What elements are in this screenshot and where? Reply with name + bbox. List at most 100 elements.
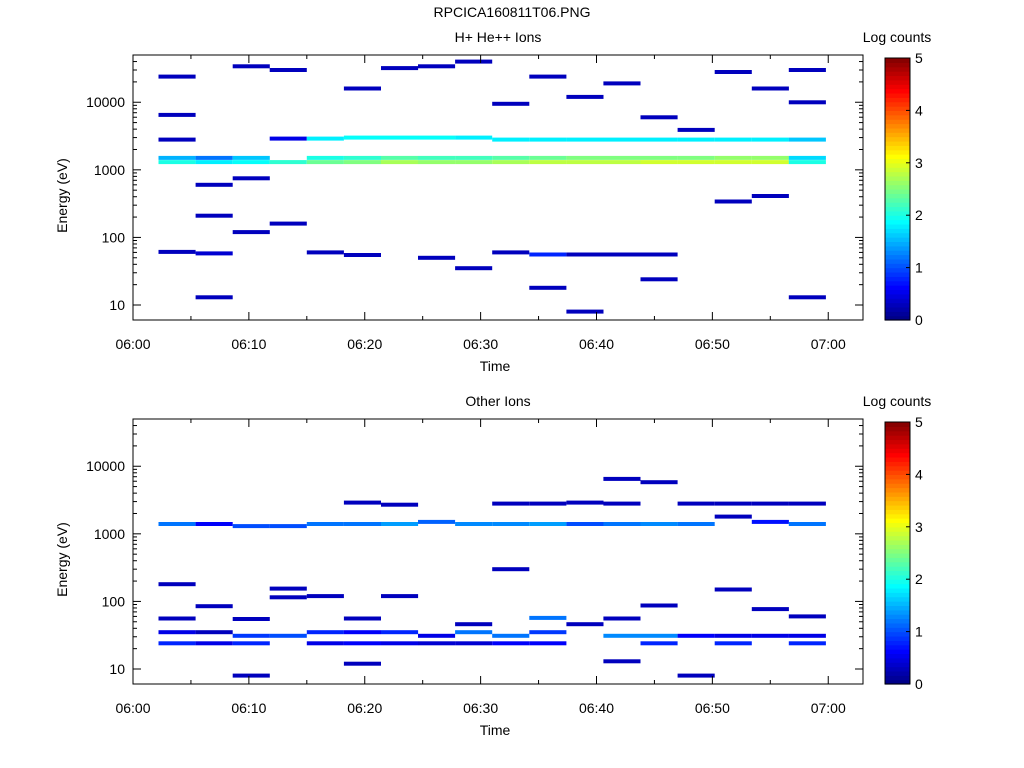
- heatmap-cell: [455, 266, 493, 271]
- colorbar-swatch: [885, 496, 910, 502]
- colorbar-swatch: [885, 228, 910, 234]
- heatmap-cell: [603, 616, 641, 621]
- colorbar-swatch: [885, 306, 910, 312]
- x-tick-label: 06:50: [695, 336, 730, 352]
- colorbar-swatch: [885, 202, 910, 208]
- colorbar-tick-label: 0: [915, 676, 923, 692]
- y-tick-label: 100: [102, 593, 126, 609]
- heatmap-cell: [455, 522, 493, 526]
- colorbar-swatch: [885, 435, 910, 441]
- colorbar-swatch: [885, 631, 910, 637]
- heatmap-cell: [306, 594, 344, 599]
- heatmap-cell: [566, 94, 604, 99]
- colorbar-tick-label: 1: [915, 624, 923, 640]
- heatmap-cell: [381, 502, 419, 507]
- heatmap-cell: [751, 194, 789, 198]
- heatmap-cell: [269, 586, 307, 591]
- colorbar-swatch: [885, 123, 910, 129]
- heatmap-cell: [603, 522, 641, 526]
- heatmap-cell: [306, 136, 344, 141]
- heatmap-cell: [566, 522, 604, 526]
- heatmap-cell: [455, 135, 493, 140]
- colorbar-swatch: [885, 570, 910, 576]
- heatmap-cell: [788, 614, 826, 619]
- heatmap-cell: [677, 137, 715, 142]
- colorbar-swatch: [885, 254, 910, 260]
- heatmap-cell: [492, 567, 530, 572]
- heatmap-cell: [640, 160, 678, 165]
- heatmap-cell: [343, 641, 381, 646]
- heatmap-cell: [269, 136, 307, 141]
- y-axis-label: Energy (eV): [54, 522, 70, 597]
- colorbar-tick-label: 5: [915, 50, 923, 66]
- heatmap-cell: [788, 641, 826, 646]
- colorbar-swatch: [885, 548, 910, 554]
- heatmap-cell: [751, 633, 789, 638]
- heatmap-cell: [232, 524, 270, 529]
- heatmap-cell: [640, 252, 678, 257]
- colorbar-swatch: [885, 644, 910, 650]
- x-axis-label: Time: [480, 722, 511, 738]
- colorbar-swatch: [885, 66, 910, 72]
- heatmap-cell: [158, 616, 196, 621]
- colorbar-swatch: [885, 452, 910, 458]
- heatmap-cell: [492, 522, 530, 526]
- heatmap-cell: [343, 522, 381, 526]
- heatmap-cell: [195, 641, 233, 646]
- colorbar-swatch: [885, 566, 910, 572]
- colorbar-swatch: [885, 596, 910, 602]
- heatmap-cell: [455, 630, 493, 635]
- colorbar-swatch: [885, 518, 910, 524]
- heatmap-cell: [751, 519, 789, 524]
- plot-frame: [132, 418, 864, 685]
- colorbar-swatch: [885, 627, 910, 633]
- heatmap-cell: [603, 160, 641, 165]
- heatmap-cell: [195, 160, 233, 165]
- colorbar-swatch: [885, 583, 910, 589]
- colorbar-swatch: [885, 237, 910, 242]
- colorbar-swatch: [885, 557, 910, 563]
- colorbar-swatch: [885, 298, 910, 304]
- heatmap-cell: [492, 137, 530, 142]
- colorbar-swatch: [885, 241, 910, 247]
- heatmap-cell: [232, 641, 270, 646]
- colorbar-swatch: [885, 662, 910, 668]
- heatmap-cell: [232, 155, 270, 160]
- heatmap-cell: [306, 630, 344, 635]
- heatmap-cell: [714, 199, 752, 204]
- heatmap-cell: [566, 155, 604, 160]
- heatmap-cell: [714, 633, 752, 638]
- heatmap-cell: [788, 295, 826, 300]
- colorbar-swatch: [885, 522, 910, 528]
- heatmap-cell: [566, 160, 604, 165]
- colorbar-swatch: [885, 58, 910, 63]
- heatmap-cell: [640, 522, 678, 526]
- heatmap-cell: [381, 641, 419, 646]
- colorbar-swatch: [885, 422, 910, 427]
- plot-frame: [132, 54, 864, 321]
- colorbar-swatch: [885, 561, 910, 567]
- heatmap-cell: [640, 277, 678, 282]
- colorbar-swatch: [885, 622, 910, 628]
- colorbar-swatch: [885, 280, 910, 286]
- x-tick-label: 06:00: [115, 336, 150, 352]
- heatmap-cell: [381, 155, 419, 160]
- heatmap-cell: [529, 522, 567, 526]
- heatmap-cell: [269, 221, 307, 226]
- colorbar-swatch: [885, 145, 910, 151]
- heatmap-cell: [158, 630, 196, 635]
- heatmap-cell: [566, 500, 604, 505]
- heatmap-cell: [343, 135, 381, 140]
- heatmap-cell: [566, 309, 604, 314]
- colorbar-swatch: [885, 470, 910, 475]
- heatmap-cell: [455, 160, 493, 165]
- colorbar-swatch: [885, 609, 910, 615]
- heatmap-cell: [232, 160, 270, 165]
- colorbar-swatch: [885, 136, 910, 142]
- heatmap-cell: [529, 615, 567, 620]
- colorbar-swatch: [885, 456, 910, 462]
- colorbar-swatch: [885, 302, 910, 308]
- heatmap-cell: [640, 633, 678, 638]
- colorbar-swatch: [885, 487, 910, 493]
- colorbar-swatch: [885, 526, 910, 532]
